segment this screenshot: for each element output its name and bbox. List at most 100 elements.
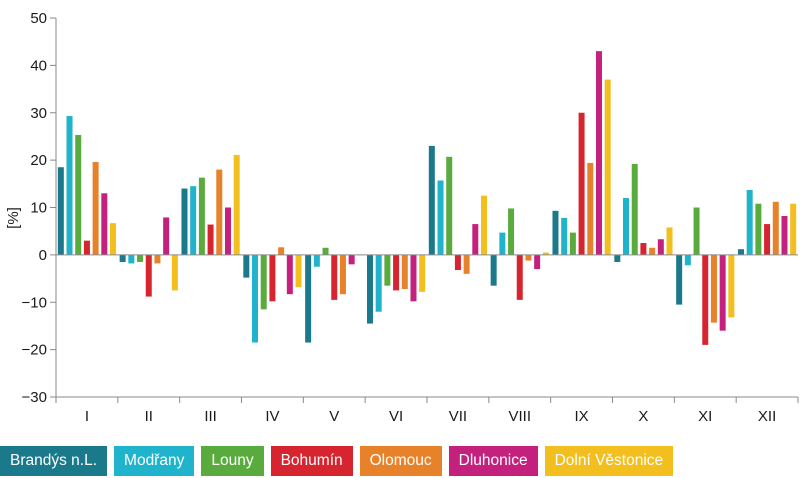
bar xyxy=(339,254,346,295)
bar xyxy=(684,254,691,266)
bar xyxy=(295,254,302,288)
bar xyxy=(746,189,753,255)
bar xyxy=(561,217,568,255)
bar xyxy=(286,254,293,295)
y-tick-label: −10 xyxy=(22,294,47,311)
bar xyxy=(128,254,135,264)
bar xyxy=(640,243,647,255)
bar xyxy=(145,254,152,297)
bar xyxy=(676,254,683,305)
bar xyxy=(66,116,73,255)
bar xyxy=(401,254,408,289)
bar xyxy=(348,254,355,265)
x-tick-label: VII xyxy=(449,408,467,425)
y-tick-label: 30 xyxy=(30,105,47,122)
legend-item: Brandýs n.L. xyxy=(0,446,108,476)
y-tick-label: 10 xyxy=(30,200,47,217)
bar xyxy=(216,169,223,255)
bar xyxy=(614,254,621,262)
bar xyxy=(508,208,515,255)
bar xyxy=(384,254,391,286)
bar xyxy=(454,254,461,271)
x-tick-label: VIII xyxy=(508,408,531,425)
bar xyxy=(154,254,161,264)
x-axis-ticks: I II III IV V VI VII VIII IX X XI XII xyxy=(55,397,799,425)
x-tick-label: I xyxy=(85,408,89,425)
bar xyxy=(649,247,656,255)
bar xyxy=(693,207,700,255)
bar xyxy=(463,254,470,274)
bar xyxy=(260,254,267,310)
bar xyxy=(764,224,771,255)
x-tick-label: V xyxy=(329,408,339,425)
x-tick-label: X xyxy=(638,408,648,425)
bar xyxy=(595,51,602,255)
bar xyxy=(790,203,797,255)
bar xyxy=(243,254,250,278)
bar xyxy=(57,167,64,255)
bar xyxy=(472,224,479,255)
bar xyxy=(375,254,382,312)
bar xyxy=(269,254,276,302)
bar xyxy=(331,254,338,300)
legend-item: Olomouc xyxy=(359,446,442,476)
bar xyxy=(419,254,426,292)
bar xyxy=(393,254,400,291)
bar xyxy=(446,156,453,255)
bar xyxy=(710,254,717,323)
bar xyxy=(542,252,549,255)
bar xyxy=(719,254,726,331)
bar xyxy=(92,162,99,255)
bar xyxy=(516,254,523,300)
y-tick-label: 50 xyxy=(30,10,47,27)
bar xyxy=(278,247,285,255)
x-tick-label: III xyxy=(204,408,217,425)
bar xyxy=(233,154,240,255)
bar xyxy=(604,79,611,255)
bar xyxy=(252,254,259,343)
bar xyxy=(181,188,188,255)
bar xyxy=(728,254,735,318)
bar xyxy=(305,254,312,343)
bar xyxy=(534,254,541,270)
bar xyxy=(437,180,444,255)
x-tick-label: IV xyxy=(265,408,279,425)
y-tick-label: −20 xyxy=(22,342,47,359)
bar xyxy=(313,254,320,267)
y-tick-label: 20 xyxy=(30,152,47,169)
bar xyxy=(569,232,576,255)
bar xyxy=(190,186,197,255)
legend: Brandýs n.L. Modřany Louny Bohumín Olomouc Dl… xyxy=(0,446,674,478)
bar xyxy=(499,232,506,255)
bar xyxy=(119,254,126,262)
legend-item: Dolní Věstonice xyxy=(544,446,674,476)
y-tick-label: 40 xyxy=(30,57,47,74)
bar xyxy=(631,163,638,255)
bar xyxy=(428,145,435,255)
legend-item: Dluhonice xyxy=(448,446,538,476)
x-tick-label: XII xyxy=(758,408,776,425)
x-tick-label: VI xyxy=(389,408,403,425)
bar xyxy=(666,227,673,255)
bar xyxy=(490,254,497,286)
bar xyxy=(322,247,329,255)
bar xyxy=(702,254,709,345)
bar xyxy=(587,162,594,255)
legend-item: Louny xyxy=(201,446,264,476)
bar xyxy=(737,249,744,255)
bar xyxy=(163,217,170,255)
bar xyxy=(101,193,108,255)
bar xyxy=(171,254,178,291)
bar xyxy=(198,177,205,255)
bar xyxy=(366,254,373,324)
bars xyxy=(57,51,797,345)
bar xyxy=(83,240,90,255)
y-tick-label: −30 xyxy=(22,389,47,406)
y-axis-ticks: 50 40 30 20 10 0 −10 −20 −30 xyxy=(22,10,56,406)
y-axis-label: [%] xyxy=(5,207,22,229)
bar xyxy=(525,254,532,261)
bar xyxy=(410,254,417,302)
y-tick-label: 0 xyxy=(39,247,47,264)
bar xyxy=(772,201,779,255)
